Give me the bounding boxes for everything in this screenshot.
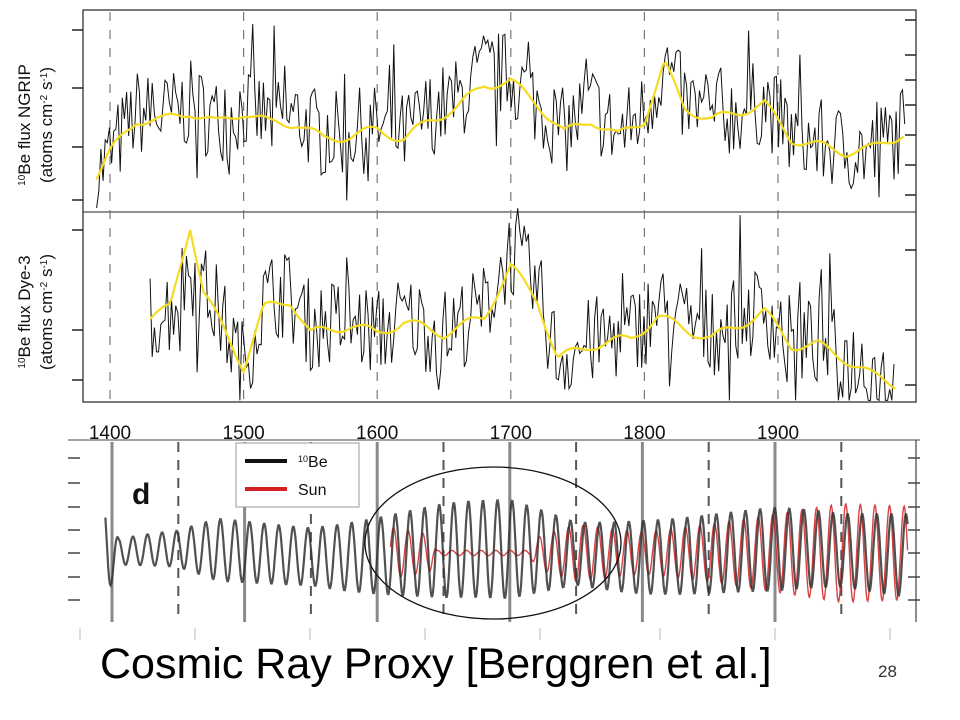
ngrip-ylabel: 10Be flux NGRIP (atoms cm-2 s-1) xyxy=(15,64,56,186)
panel-d-label: d xyxy=(132,478,150,511)
dye3-unit-post: ) xyxy=(37,254,56,260)
dye-3-flux-line xyxy=(149,208,895,402)
panel-d-bottom-axis xyxy=(79,628,891,640)
x-tick-labels: 1400 1500 1600 1700 1800 1900 xyxy=(89,423,799,444)
ngrip-unit-post: ) xyxy=(37,67,56,73)
dye3-ylabel: 10Be flux Dye-3 (atoms cm-2 s-1) xyxy=(15,254,56,370)
svg-text:(atoms cm-2 s-1): (atoms cm-2 s-1) xyxy=(37,254,56,370)
x-tick-label-1600: 1600 xyxy=(356,423,398,444)
top-gridlines xyxy=(109,12,779,400)
x-tick-label-1800: 1800 xyxy=(623,423,665,444)
dye3-unit-sup1: -2 xyxy=(39,281,50,290)
ngrip-flux-line xyxy=(96,23,906,209)
panel-d-series xyxy=(104,499,909,604)
be-line xyxy=(104,499,909,599)
legend: 10Be Sun xyxy=(235,442,360,508)
dye-3-smoothed-line xyxy=(149,229,897,390)
top-y-ticks xyxy=(72,19,916,386)
panel-d-y-ticks xyxy=(68,440,920,622)
legend-be-sup: 10 xyxy=(298,454,308,464)
slide-title: Cosmic Ray Proxy [Berggren et al.] xyxy=(100,640,772,688)
svg-text:(atoms cm-2 s-1): (atoms cm-2 s-1) xyxy=(37,67,56,183)
x-tick-label-1900: 1900 xyxy=(757,423,799,444)
x-tick-label-1500: 1500 xyxy=(222,423,264,444)
dye3-series xyxy=(149,208,897,402)
highlight-ellipse xyxy=(364,466,622,620)
svg-text:10Be flux NGRIP: 10Be flux NGRIP xyxy=(15,64,34,186)
top-frame xyxy=(82,9,917,403)
x-tick-label-1400: 1400 xyxy=(89,423,131,444)
legend-be-name: Be xyxy=(308,454,328,471)
legend-label-sun: Sun xyxy=(298,482,326,499)
x-tick-label-1700: 1700 xyxy=(490,423,532,444)
dye3-unit-mid: s xyxy=(37,269,56,282)
ngrip-ylabel-main: Be flux NGRIP xyxy=(15,64,34,175)
slide-number: 28 xyxy=(878,662,897,681)
dye3-ylabel-unit: (atoms cm xyxy=(37,291,56,370)
svg-text:10Be flux Dye-3: 10Be flux Dye-3 xyxy=(15,255,34,368)
dye3-ylabel-sup: 10 xyxy=(17,357,28,369)
ngrip-unit-sup2: -1 xyxy=(39,72,50,81)
legend-label-be: 10Be xyxy=(298,454,328,471)
ngrip-series xyxy=(95,23,906,209)
dye3-unit-sup2: -1 xyxy=(39,259,50,268)
dye3-ylabel-main: Be flux Dye-3 xyxy=(15,255,34,357)
ngrip-unit-sup1: -2 xyxy=(39,94,50,103)
ngrip-unit-mid: s xyxy=(37,82,56,95)
legend-box xyxy=(235,442,360,508)
ngrip-ylabel-sup: 10 xyxy=(17,174,28,186)
ngrip-ylabel-unit: (atoms cm xyxy=(37,104,56,183)
ngrip-smoothed-line xyxy=(95,61,905,180)
